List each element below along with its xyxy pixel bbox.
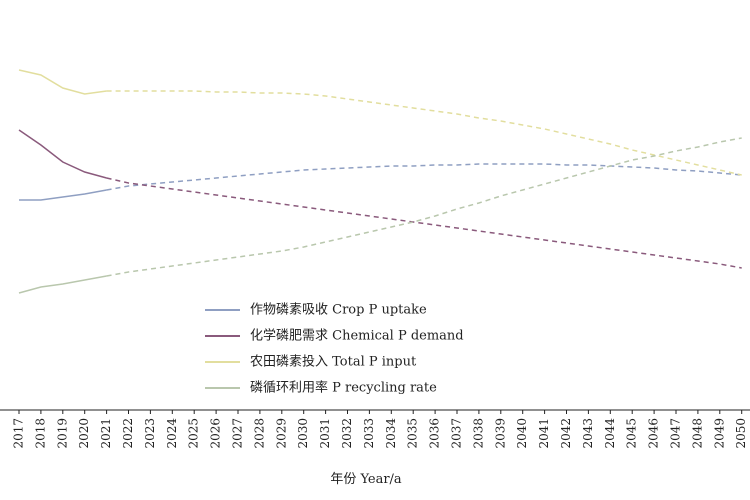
x-tick-label: 2020 — [77, 418, 91, 449]
projected-line — [106, 163, 742, 191]
x-tick-label: 2019 — [55, 418, 69, 449]
x-axis-title: 年份 Year/a — [330, 472, 402, 487]
x-tick-label: 2048 — [690, 418, 704, 449]
legend-label: 农田磷素投入 Total P input — [250, 354, 417, 370]
x-tick-label: 2025 — [187, 418, 201, 449]
observed-line — [18, 129, 107, 179]
observed-line — [19, 189, 107, 201]
x-tick-label: 2028 — [252, 418, 266, 449]
legend-label: 化学磷肥需求 Chemical P demand — [250, 328, 464, 344]
legend-label: 磷循环利用率 P recycling rate — [250, 380, 437, 396]
x-tick-label: 2047 — [669, 418, 683, 449]
projected-line — [106, 137, 742, 277]
x-tick-label: 2023 — [143, 418, 157, 449]
x-tick-label: 2018 — [33, 418, 47, 449]
x-tick-label: 2042 — [559, 418, 573, 449]
observed-line — [18, 275, 107, 294]
x-tick-label: 2030 — [296, 418, 310, 449]
x-tick-label: 2035 — [406, 418, 420, 449]
x-tick-label: 2024 — [165, 418, 179, 449]
x-tick-label: 2021 — [99, 418, 113, 449]
x-tick-label: 2044 — [603, 418, 617, 449]
x-tick-label: 2046 — [647, 418, 661, 449]
x-tick-label: 2033 — [362, 418, 376, 449]
x-tick-label: 2040 — [515, 418, 529, 449]
x-tick-label: 2031 — [318, 418, 332, 449]
projected-line — [106, 177, 742, 269]
x-tick-label: 2017 — [12, 418, 26, 449]
x-tick-label: 2022 — [121, 418, 135, 449]
x-tick-label: 2027 — [231, 418, 245, 449]
x-tick-label: 2049 — [712, 418, 726, 449]
x-tick-label: 2039 — [493, 418, 507, 449]
x-tick-label: 2050 — [734, 418, 748, 449]
x-tick-label: 2032 — [340, 418, 354, 449]
x-tick-label: 2041 — [537, 418, 551, 449]
x-tick-label: 2026 — [209, 418, 223, 449]
x-tick-label: 2034 — [384, 418, 398, 449]
projected-line — [106, 90, 742, 176]
x-tick-label: 2043 — [581, 418, 595, 449]
observed-line — [18, 69, 107, 95]
legend-label: 作物磷素吸收 Crop P uptake — [250, 303, 427, 318]
x-tick-label: 2037 — [450, 418, 464, 449]
x-tick-label: 2045 — [625, 418, 639, 449]
x-tick-label: 2038 — [471, 418, 485, 449]
x-tick-label: 2029 — [274, 418, 288, 449]
x-tick-label: 2036 — [428, 418, 442, 449]
